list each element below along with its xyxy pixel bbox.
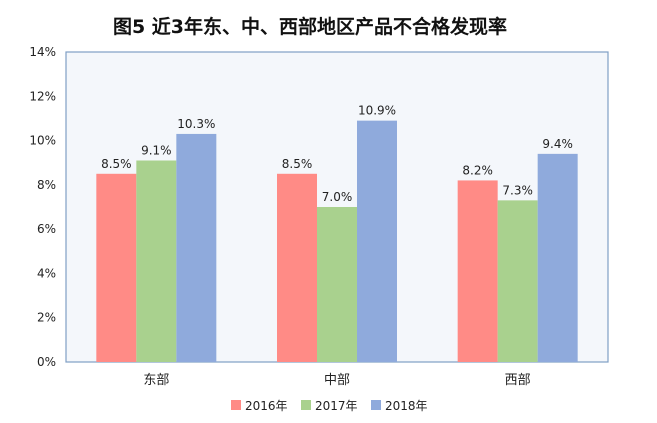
x-axis: 东部 中部 西部 [143, 373, 530, 388]
y-tick-label: 4% [37, 266, 56, 280]
legend-swatch [301, 400, 311, 410]
bar [176, 133, 217, 362]
data-label: 10.3% [177, 117, 215, 131]
y-tick-label: 6% [37, 222, 56, 236]
data-label: 8.5% [282, 157, 313, 171]
data-label: 8.5% [101, 157, 132, 171]
legend-swatch [231, 400, 241, 410]
legend-label: 2017年 [315, 399, 358, 413]
y-tick-label: 2% [37, 311, 56, 325]
bar [457, 180, 498, 362]
data-label: 7.0% [322, 190, 353, 204]
legend: 2016年 2017年 2018年 [231, 399, 428, 413]
y-tick-label: 10% [29, 134, 56, 148]
data-label: 9.4% [542, 137, 573, 151]
data-label: 9.1% [141, 144, 172, 158]
bar [497, 200, 538, 362]
bar [317, 207, 357, 362]
data-label: 8.2% [462, 163, 493, 177]
chart-title: 图5 近3年东、中、西部地区产品不合格发现率 [113, 15, 507, 38]
x-category-label: 西部 [505, 373, 531, 388]
legend-label: 2018年 [385, 399, 428, 413]
data-label: 7.3% [502, 183, 533, 197]
bar [96, 173, 137, 362]
y-tick-label: 12% [29, 89, 56, 103]
y-tick-label: 14% [29, 45, 56, 59]
bar [136, 160, 177, 362]
bar [537, 153, 578, 362]
legend-label: 2016年 [245, 399, 288, 413]
y-tick-label: 0% [37, 355, 56, 369]
bar [277, 173, 317, 362]
data-label: 10.9% [358, 104, 396, 118]
x-category-label: 中部 [324, 373, 350, 388]
bars: 8.5% 8.5% 8.2% 9.1% 7.0% 7.3% 10.3% 10.9% 9.4% [96, 104, 578, 363]
x-category-label: 东部 [143, 373, 169, 388]
y-tick-label: 8% [37, 178, 56, 192]
y-axis: 0% 2% 4% 6% 8% 10% 12% 14% [29, 45, 56, 369]
bar [357, 120, 397, 363]
legend-swatch [371, 400, 381, 410]
